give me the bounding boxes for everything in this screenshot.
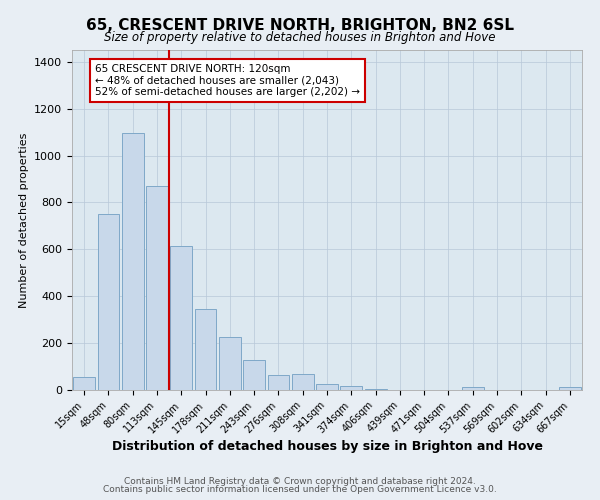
Text: 65, CRESCENT DRIVE NORTH, BRIGHTON, BN2 6SL: 65, CRESCENT DRIVE NORTH, BRIGHTON, BN2 … (86, 18, 514, 32)
Text: Contains HM Land Registry data © Crown copyright and database right 2024.: Contains HM Land Registry data © Crown c… (124, 476, 476, 486)
Bar (146, 186, 168, 390)
Text: Size of property relative to detached houses in Brighton and Hove: Size of property relative to detached ho… (104, 31, 496, 44)
Bar (316, 384, 338, 390)
X-axis label: Distribution of detached houses by size in Brighton and Hove: Distribution of detached houses by size … (112, 440, 542, 453)
Bar (219, 336, 241, 390)
Text: Contains public sector information licensed under the Open Government Licence v3: Contains public sector information licen… (103, 486, 497, 494)
Bar (194, 309, 217, 390)
Y-axis label: Number of detached properties: Number of detached properties (19, 132, 29, 308)
Bar (340, 386, 362, 390)
Bar (292, 374, 314, 390)
Bar (243, 360, 265, 390)
Bar (170, 246, 192, 390)
Bar (122, 133, 143, 390)
Bar (559, 387, 581, 390)
Bar (462, 387, 484, 390)
Bar (73, 377, 95, 390)
Bar (365, 389, 386, 390)
Bar (97, 214, 119, 390)
Text: 65 CRESCENT DRIVE NORTH: 120sqm
← 48% of detached houses are smaller (2,043)
52%: 65 CRESCENT DRIVE NORTH: 120sqm ← 48% of… (95, 64, 360, 98)
Bar (268, 375, 289, 390)
